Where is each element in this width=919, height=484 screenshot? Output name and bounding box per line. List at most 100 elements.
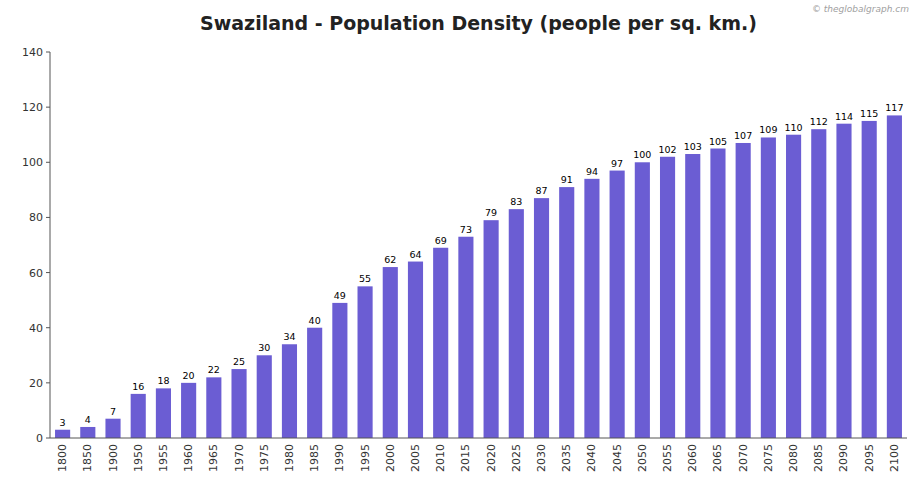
data-label: 115 bbox=[860, 108, 878, 119]
data-label: 107 bbox=[734, 130, 752, 141]
bar bbox=[433, 248, 448, 438]
y-tick-label: 40 bbox=[29, 322, 43, 335]
bar bbox=[685, 154, 700, 438]
x-tick-label: 1995 bbox=[359, 444, 372, 472]
x-tick-label: 2005 bbox=[409, 444, 422, 472]
x-tick-label: 2000 bbox=[384, 444, 397, 472]
x-tick-label: 1970 bbox=[233, 444, 246, 472]
x-tick-label: 1985 bbox=[308, 444, 321, 472]
y-tick-label: 0 bbox=[36, 432, 43, 445]
x-tick-label: 1975 bbox=[258, 444, 271, 472]
bar bbox=[458, 237, 473, 438]
data-label: 16 bbox=[132, 381, 144, 392]
bar bbox=[811, 129, 826, 438]
bar bbox=[836, 124, 851, 438]
x-axis-line bbox=[50, 438, 907, 439]
bar bbox=[383, 267, 398, 438]
x-tick-label: 2025 bbox=[510, 444, 523, 472]
x-tick-label: 2090 bbox=[837, 444, 850, 472]
bar bbox=[181, 383, 196, 438]
y-tick-label: 60 bbox=[29, 267, 43, 280]
x-tick-label: 1965 bbox=[207, 444, 220, 472]
x-tick-label: 1960 bbox=[182, 444, 195, 472]
bar bbox=[206, 377, 221, 438]
x-tick-label: 2085 bbox=[812, 444, 825, 472]
data-label: 87 bbox=[535, 185, 547, 196]
data-label: 105 bbox=[709, 136, 727, 147]
bar bbox=[660, 157, 675, 438]
bar bbox=[358, 286, 373, 438]
bar bbox=[761, 137, 776, 438]
bar bbox=[887, 115, 902, 438]
data-label: 109 bbox=[759, 124, 777, 135]
bar bbox=[710, 149, 725, 439]
data-label: 30 bbox=[258, 342, 270, 353]
data-label: 64 bbox=[409, 249, 421, 260]
bar bbox=[786, 135, 801, 438]
bar bbox=[736, 143, 751, 438]
data-label: 34 bbox=[283, 331, 295, 342]
data-label: 91 bbox=[561, 174, 573, 185]
x-tick-label: 1850 bbox=[81, 444, 94, 472]
chart-svg: Swaziland - Population Density (people p… bbox=[0, 0, 919, 484]
y-tick bbox=[46, 382, 50, 383]
data-label: 117 bbox=[885, 102, 903, 113]
x-tick-label: 2075 bbox=[762, 444, 775, 472]
bar bbox=[257, 355, 272, 438]
bar bbox=[635, 162, 650, 438]
x-axis: 1800185019001950195519601965197019751980… bbox=[56, 444, 901, 472]
data-label: 100 bbox=[633, 149, 651, 160]
y-tick bbox=[46, 438, 50, 439]
x-tick-label: 1955 bbox=[157, 444, 170, 472]
data-label: 62 bbox=[384, 254, 396, 265]
x-tick-label: 2095 bbox=[863, 444, 876, 472]
bar bbox=[484, 220, 499, 438]
data-label: 18 bbox=[157, 375, 169, 386]
x-tick-label: 2080 bbox=[787, 444, 800, 472]
x-tick-label: 2070 bbox=[737, 444, 750, 472]
bar bbox=[862, 121, 877, 438]
x-tick-label: 2100 bbox=[888, 444, 901, 472]
data-label: 20 bbox=[183, 370, 195, 381]
data-label: 110 bbox=[785, 122, 803, 133]
x-tick-label: 2015 bbox=[459, 444, 472, 472]
x-tick-label: 2060 bbox=[686, 444, 699, 472]
data-label: 4 bbox=[85, 414, 91, 425]
x-tick-label: 1950 bbox=[132, 444, 145, 472]
data-label: 94 bbox=[586, 166, 598, 177]
x-tick-label: 1980 bbox=[283, 444, 296, 472]
data-label: 69 bbox=[435, 235, 447, 246]
data-label: 7 bbox=[110, 406, 116, 417]
x-tick-label: 2040 bbox=[585, 444, 598, 472]
y-tick-label: 100 bbox=[22, 156, 43, 169]
data-label: 22 bbox=[208, 364, 220, 375]
data-labels: 3471618202225303440495562646973798387919… bbox=[60, 102, 904, 427]
data-label: 83 bbox=[510, 196, 522, 207]
x-tick-label: 2055 bbox=[661, 444, 674, 472]
bar bbox=[559, 187, 574, 438]
y-tick-label: 20 bbox=[29, 377, 43, 390]
y-tick bbox=[46, 162, 50, 163]
data-label: 25 bbox=[233, 356, 245, 367]
data-label: 55 bbox=[359, 273, 371, 284]
y-tick bbox=[46, 217, 50, 218]
bar bbox=[610, 171, 625, 438]
bar bbox=[332, 303, 347, 438]
data-label: 97 bbox=[611, 158, 623, 169]
data-label: 103 bbox=[684, 141, 702, 152]
bar bbox=[131, 394, 146, 438]
x-tick-label: 2065 bbox=[711, 444, 724, 472]
y-axis-line bbox=[50, 52, 51, 438]
y-axis: 020406080100120140 bbox=[22, 46, 50, 445]
data-label: 102 bbox=[658, 144, 676, 155]
y-tick-label: 140 bbox=[22, 46, 43, 59]
bar bbox=[509, 209, 524, 438]
data-label: 73 bbox=[460, 224, 472, 235]
chart-container: Swaziland - Population Density (people p… bbox=[0, 0, 919, 484]
x-tick-label: 2020 bbox=[485, 444, 498, 472]
bar bbox=[307, 328, 322, 438]
data-label: 49 bbox=[334, 290, 346, 301]
data-label: 40 bbox=[309, 315, 321, 326]
x-tick-label: 2010 bbox=[434, 444, 447, 472]
bar bbox=[282, 344, 297, 438]
